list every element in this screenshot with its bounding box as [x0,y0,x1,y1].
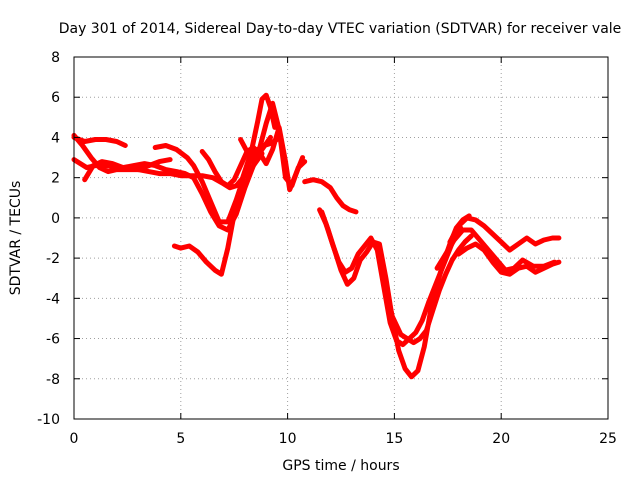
y-tick-label: -2 [46,251,60,267]
y-axis-label: SDTVAR / TECUs [8,181,24,296]
plot-frame [73,56,609,420]
x-tick-label: 5 [176,431,185,447]
series-line-sat-k [319,209,472,380]
x-tick-label: 10 [279,431,297,447]
y-tick-label: 6 [51,90,60,106]
series-line-sat-l [381,233,474,346]
x-tick-label: 0 [70,431,79,447]
y-tick-label: -4 [46,291,60,307]
tick-layer: 0 5 10 15 20 25 -10 -8 -6 -4 -2 0 2 4 6 8 [37,50,617,447]
y-tick-label: 2 [51,171,60,187]
y-tick-label: -10 [37,412,60,428]
series-line-sat-f [171,92,278,277]
series-line-sat-i [302,177,359,215]
series-line-sat-m [434,227,558,273]
series-line-sat-d [82,134,273,233]
chart-title: Day 301 of 2014, Sidereal Day-to-day VTE… [59,21,622,37]
y-tick-label: -6 [46,332,60,348]
x-tick-label: 25 [599,431,617,447]
x-tick-label: 20 [492,431,510,447]
series-layer [71,92,562,380]
x-axis-label: GPS time / hours [282,458,399,474]
x-tick-label: 15 [385,431,403,447]
y-tick-label: -8 [46,372,60,388]
series-line-sat-o [456,241,562,277]
y-tick-label: 8 [51,50,60,66]
series-line-sat-n [447,215,562,253]
series-line-sat-c [71,132,265,191]
y-tick-label: 0 [51,211,60,227]
series-line-sat-a [71,134,128,148]
series-line-sat-h [238,100,308,189]
grid-layer [74,57,608,419]
y-tick-label: 4 [51,130,60,146]
